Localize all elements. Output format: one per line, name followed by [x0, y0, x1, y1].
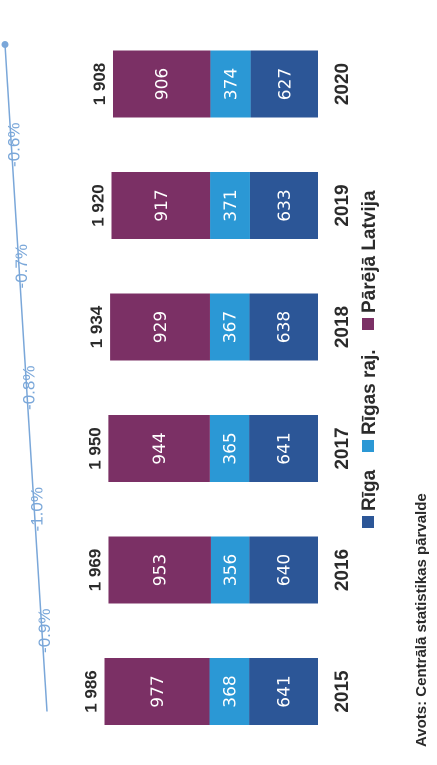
- data-label-r-ga-2018: 638: [275, 311, 295, 343]
- data-label-r-gas-raj--2019: 371: [221, 189, 241, 221]
- change-label-2019: -0.7%: [12, 244, 31, 288]
- data-label-r-ga-2016: 640: [275, 554, 295, 586]
- data-label-r-gas-raj--2015: 368: [220, 675, 240, 707]
- bar-r-ga-2020: [250, 50, 318, 118]
- x-tick-label-2016: 2016: [332, 549, 353, 591]
- total-label-2018: 1 934: [87, 305, 106, 348]
- bar-r-ga-2018: [249, 293, 318, 361]
- bar-r-gas-raj--2018: [209, 293, 250, 361]
- bar-r-gas-raj--2019: [210, 172, 250, 239]
- bar-r-gas-raj--2020: [210, 50, 251, 118]
- bars-group: 641 368 977 1 986 2015 640 356 953 1 969 2016 641 3…: [4, 50, 353, 725]
- bar-p-r-j-latvija-2019: [111, 172, 211, 239]
- total-label-2017: 1 950: [85, 427, 104, 470]
- bar-p-r-j-latvija-2016: [108, 536, 211, 604]
- data-label-p-r-j-latvija-2017: 944: [150, 432, 170, 464]
- total-label-2015: 1 986: [82, 670, 101, 713]
- change-label-2020: -0.6%: [4, 123, 23, 167]
- total-label-2020: 1 908: [90, 63, 109, 106]
- data-label-r-ga-2019: 633: [275, 189, 295, 221]
- change-label-2016: -0.9%: [35, 609, 54, 653]
- source-note: Avots: Centrālā statistikas pārvalde: [413, 493, 430, 747]
- bar-p-r-j-latvija-2018: [110, 293, 210, 361]
- legend-label-rigas-raj: Rīgas raj.: [359, 349, 380, 435]
- legend-swatch-rigas-raj: [362, 440, 374, 452]
- bar-r-ga-2019: [249, 172, 318, 239]
- legend-label-pareja-latvija: Pārējā Latvija: [359, 190, 380, 313]
- data-label-r-ga-2017: 641: [275, 432, 295, 464]
- x-tick-label-2017: 2017: [332, 427, 353, 469]
- change-label-2018: -0.8%: [20, 366, 39, 410]
- data-label-p-r-j-latvija-2019: 917: [152, 189, 172, 221]
- data-label-r-gas-raj--2016: 356: [221, 554, 241, 586]
- legend: Rīga Rīgas raj. Pārējā Latvija: [359, 190, 380, 528]
- trend-line: [4, 44, 48, 712]
- bar-r-gas-raj--2015: [209, 658, 250, 725]
- x-tick-label-2015: 2015: [332, 670, 353, 713]
- plot-area: 641 368 977 1 986 2015 640 356 953 1 969 2016 641 3…: [1, 41, 430, 747]
- change-label-2017: -1.0%: [27, 487, 46, 531]
- legend-swatch-pareja-latvija: [362, 318, 374, 330]
- data-label-r-ga-2015: 641: [275, 675, 295, 707]
- x-tick-label-2020: 2020: [332, 63, 353, 105]
- bar-r-ga-2017: [249, 415, 318, 482]
- bar-r-ga-2015: [249, 658, 318, 725]
- data-label-r-gas-raj--2020: 374: [221, 68, 241, 100]
- data-label-r-ga-2020: 627: [275, 68, 295, 100]
- data-label-p-r-j-latvija-2018: 929: [151, 311, 171, 343]
- legend-swatch-riga: [362, 516, 374, 528]
- x-tick-label-2019: 2019: [332, 184, 353, 226]
- bar-p-r-j-latvija-2017: [108, 415, 210, 482]
- bar-p-r-j-latvija-2015: [104, 658, 210, 725]
- bar-p-r-j-latvija-2020: [112, 50, 211, 118]
- data-label-p-r-j-latvija-2020: 906: [153, 68, 173, 100]
- legend-label-riga: Rīga: [359, 469, 380, 511]
- data-label-r-gas-raj--2017: 365: [220, 432, 240, 464]
- bar-r-gas-raj--2017: [209, 415, 250, 482]
- total-label-2016: 1 969: [85, 549, 104, 592]
- trend-line-end-dot: [1, 41, 9, 48]
- data-label-p-r-j-latvija-2015: 977: [148, 675, 168, 707]
- bar-r-ga-2016: [249, 536, 318, 604]
- bar-r-gas-raj--2016: [210, 536, 250, 604]
- x-tick-label-2018: 2018: [332, 306, 353, 348]
- data-label-p-r-j-latvija-2016: 953: [151, 554, 171, 586]
- data-label-r-gas-raj--2018: 367: [221, 311, 241, 343]
- total-label-2019: 1 920: [88, 184, 107, 227]
